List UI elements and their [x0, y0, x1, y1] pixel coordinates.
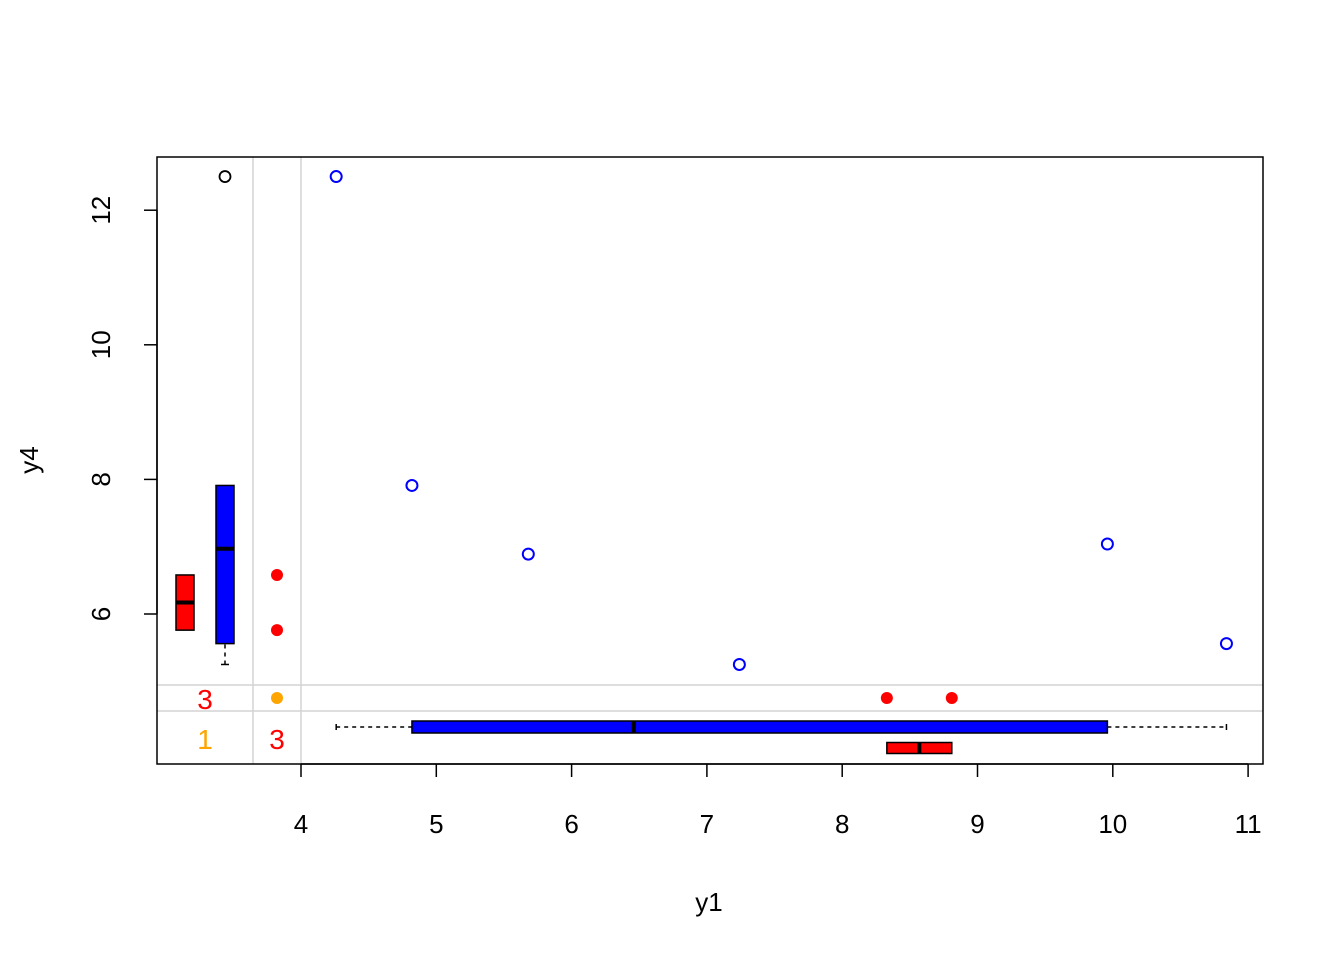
- x-tick-label: 11: [1235, 809, 1262, 839]
- y-axis-title: y4: [14, 446, 44, 473]
- data-point: [1219, 637, 1233, 651]
- marginal-boxplots: [175, 170, 1228, 755]
- y-tick-label: 10: [86, 330, 116, 359]
- y-tick-label: 8: [86, 472, 116, 486]
- y-axis: 6 8 10 12: [86, 196, 158, 621]
- data-point: [1100, 537, 1114, 551]
- boxplot-box: [215, 484, 235, 645]
- data-point: [329, 170, 343, 184]
- guide-lines: [157, 157, 1263, 764]
- x-axis-title: y1: [695, 887, 722, 917]
- boxplot-box: [411, 720, 1109, 734]
- x-axis: 4 5 6 7 8 9 10 11: [294, 763, 1262, 839]
- x-tick-label: 4: [294, 809, 308, 839]
- x-tick-label: 6: [564, 809, 578, 839]
- data-point: [521, 547, 535, 561]
- boxplot-outlier: [218, 170, 232, 183]
- x-tick-label: 5: [429, 809, 443, 839]
- missing-x-point: [271, 568, 283, 581]
- plot-frame: [156, 156, 1264, 765]
- y-tick-label: 12: [86, 196, 116, 225]
- scatter-points: [271, 170, 1233, 704]
- missing-y-point: [945, 692, 958, 704]
- x-tick-label: 10: [1098, 809, 1127, 839]
- x-tick-label: 7: [700, 809, 714, 839]
- x-tick-label: 9: [970, 809, 984, 839]
- missing-counts: 3 1 3: [197, 684, 285, 755]
- y-tick-label: 6: [86, 607, 116, 621]
- count-missing-both: 1: [197, 724, 213, 755]
- count-missing-y: 3: [197, 684, 213, 715]
- missing-both-point: [271, 692, 283, 704]
- count-missing-x: 3: [269, 724, 285, 755]
- missing-y-point: [880, 692, 893, 704]
- data-point: [405, 478, 419, 492]
- data-point: [732, 657, 746, 671]
- x-tick-label: 8: [835, 809, 849, 839]
- missing-x-point: [271, 624, 283, 637]
